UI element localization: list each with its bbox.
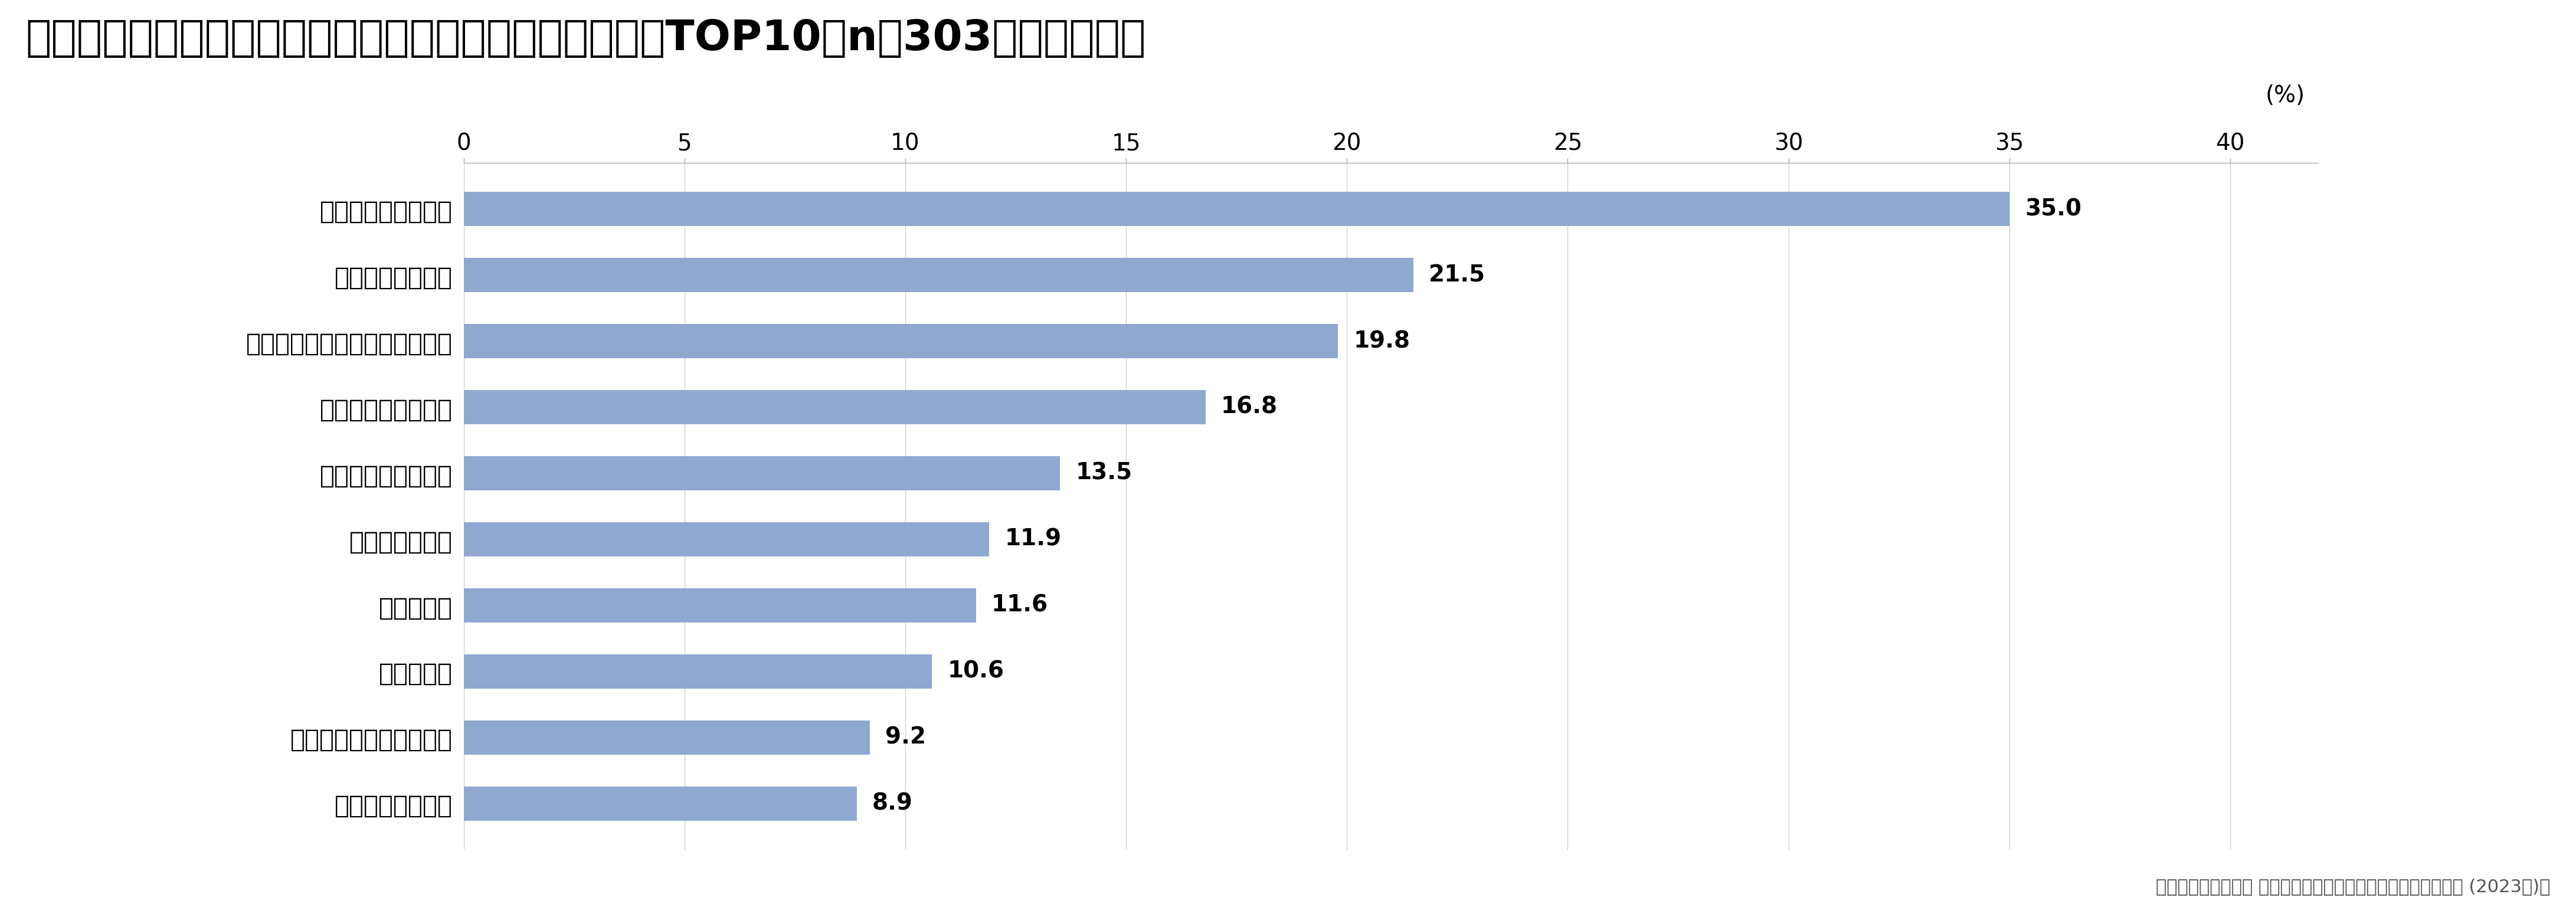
Text: 積水ハウス株式会社 住生活研究所「暑さ対策における節電調査 (2023年)」: 積水ハウス株式会社 住生活研究所「暑さ対策における節電調査 (2023年)」	[2156, 878, 2550, 895]
Bar	[464, 456, 1059, 490]
Bar	[464, 258, 1414, 292]
Text: 11.9: 11.9	[1005, 528, 1061, 551]
Text: 13.5: 13.5	[1074, 462, 1131, 485]
Text: 暑さ対策における節電を行う上での困りごとや悩みごとTOP10（n＝303・複数回答）: 暑さ対策における節電を行う上での困りごとや悩みごとTOP10（n＝303・複数回…	[26, 18, 1146, 59]
Text: 35.0: 35.0	[2025, 198, 2081, 221]
Bar	[464, 390, 1206, 424]
Bar	[464, 589, 976, 623]
Text: 10.6: 10.6	[948, 660, 1005, 683]
Bar	[464, 654, 933, 689]
Bar	[464, 720, 871, 755]
Text: 11.6: 11.6	[992, 594, 1048, 617]
Text: 8.9: 8.9	[873, 792, 912, 815]
Text: 19.8: 19.8	[1352, 330, 1409, 353]
Text: (%): (%)	[2264, 84, 2306, 107]
Bar	[464, 192, 2009, 226]
Text: 16.8: 16.8	[1221, 396, 1278, 419]
Bar	[464, 324, 1337, 358]
Bar	[464, 523, 989, 557]
Text: 9.2: 9.2	[886, 726, 927, 749]
Text: 21.5: 21.5	[1430, 264, 1486, 287]
Bar	[464, 786, 858, 821]
